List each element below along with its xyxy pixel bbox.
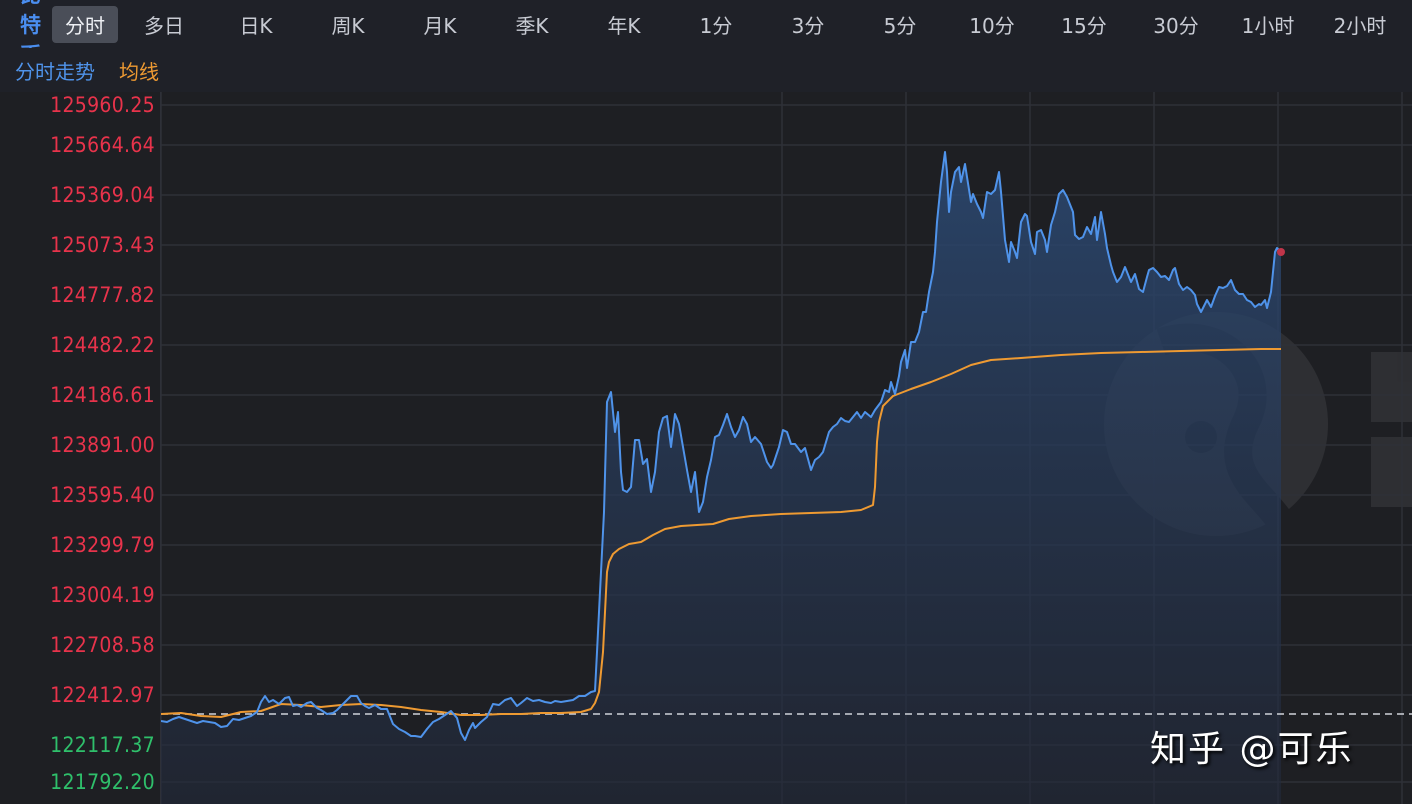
price-area-fill bbox=[161, 152, 1281, 804]
y-axis-tick: 125960.25 bbox=[50, 93, 155, 117]
price-axis: 125960.25 125664.64 125369.04 125073.43 1247… bbox=[0, 92, 161, 804]
last-price-dot bbox=[1277, 248, 1285, 256]
y-axis-tick: 123891.00 bbox=[50, 433, 155, 457]
tab-日K[interactable]: 日K bbox=[239, 13, 273, 38]
price-line bbox=[161, 151, 1282, 741]
tab-30分[interactable]: 30分 bbox=[1153, 13, 1199, 38]
intraday-chart[interactable] bbox=[161, 92, 1412, 804]
y-axis-tick: 122117.37 bbox=[50, 733, 155, 757]
period-tabs: 分时多日日K周K月K季K年K1分3分5分10分15分30分1小时2小时3小时4小… bbox=[52, 5, 1412, 43]
tab-周K[interactable]: 周K bbox=[331, 13, 365, 38]
y-axis-tick: 124482.22 bbox=[50, 333, 155, 357]
y-axis-tick: 123595.40 bbox=[50, 483, 155, 507]
tab-月K[interactable]: 月K bbox=[423, 13, 457, 38]
period-toolbar: 比特币 分时多日日K周K月K季K年K1分3分5分10分15分30分1小时2小时3… bbox=[0, 0, 1412, 67]
y-axis-tick: 125369.04 bbox=[50, 183, 155, 207]
tab-3分[interactable]: 3分 bbox=[791, 13, 825, 38]
tab-季K[interactable]: 季K bbox=[515, 13, 549, 38]
y-axis-tick: 122708.58 bbox=[50, 633, 155, 657]
y-axis-tick: 121792.20 bbox=[50, 770, 155, 794]
y-axis-tick: 123299.79 bbox=[50, 533, 155, 557]
tab-1分[interactable]: 1分 bbox=[699, 13, 733, 38]
legend-price-line[interactable]: 分时走势 bbox=[15, 59, 95, 84]
tab-15分[interactable]: 15分 bbox=[1061, 13, 1107, 38]
tab-1小时[interactable]: 1小时 bbox=[1241, 13, 1295, 38]
tab-分时[interactable]: 分时 bbox=[52, 5, 118, 43]
y-axis-tick: 125073.43 bbox=[50, 233, 155, 257]
y-axis-tick: 122412.97 bbox=[50, 683, 155, 707]
chart-legend: 分时走势 均线 bbox=[0, 48, 1412, 92]
tab-10分[interactable]: 10分 bbox=[969, 13, 1015, 38]
y-axis-tick: 123004.19 bbox=[50, 583, 155, 607]
tab-年K[interactable]: 年K bbox=[607, 13, 641, 38]
tab-多日[interactable]: 多日 bbox=[144, 13, 184, 38]
legend-avg-line[interactable]: 均线 bbox=[119, 59, 159, 84]
y-axis-tick: 124777.82 bbox=[50, 283, 155, 307]
tab-5分[interactable]: 5分 bbox=[883, 13, 917, 38]
y-axis-tick: 124186.61 bbox=[50, 383, 155, 407]
avg-line bbox=[161, 348, 1281, 718]
tab-2小时[interactable]: 2小时 bbox=[1333, 13, 1387, 38]
y-axis-tick: 125664.64 bbox=[50, 133, 155, 157]
watermark-text: 知乎 @可乐 bbox=[1150, 729, 1354, 770]
